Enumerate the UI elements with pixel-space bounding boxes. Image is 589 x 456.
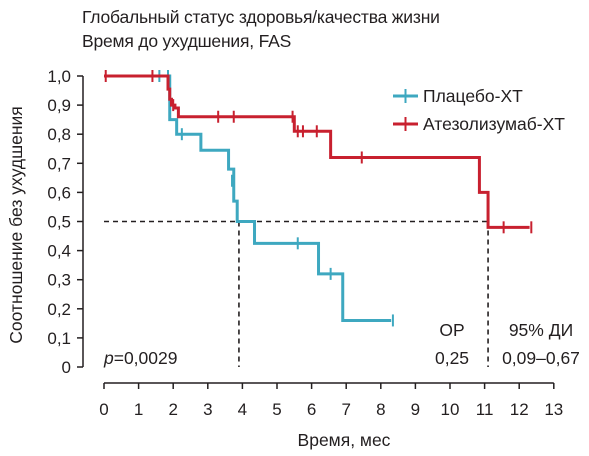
- x-tick-label: 2: [168, 400, 177, 419]
- x-tick-label: 5: [272, 400, 281, 419]
- y-tick-label: 0,2: [47, 300, 71, 319]
- p-prefix: p: [103, 348, 114, 368]
- legend-item-atezolizumab: Атезолизумаб-ХТ: [393, 114, 565, 134]
- y-tick-label: 0,5: [47, 213, 71, 232]
- x-tick-label: 1: [134, 400, 143, 419]
- x-tick-label: 6: [307, 400, 316, 419]
- plot-area: [104, 70, 531, 326]
- y-tick-label: 0,8: [47, 125, 71, 144]
- y-tick-label: 0,7: [47, 154, 71, 173]
- ci-value: 0,09–0,67: [502, 348, 580, 368]
- x-tick-label: 8: [376, 400, 385, 419]
- y-tick-label: 1,0: [47, 67, 71, 86]
- y-tick-label: 0,6: [47, 183, 71, 202]
- x-tick-label: 13: [544, 400, 563, 419]
- p-value-text: p=0,0029: [103, 348, 177, 368]
- x-tick-label: 7: [341, 400, 350, 419]
- y-tick-label: 0,3: [47, 271, 71, 290]
- legend: Плацебо-ХТ Атезолизумаб-ХТ: [393, 86, 565, 134]
- legend-item-placebo: Плацебо-ХТ: [393, 86, 523, 106]
- legend-label-placebo: Плацебо-ХТ: [423, 86, 523, 106]
- x-tick-label: 4: [238, 400, 247, 419]
- hr-label: ОР: [439, 320, 464, 340]
- y-tick-label: 0: [62, 358, 71, 377]
- x-axis-label: Время, мес: [298, 430, 391, 450]
- x-tick-label: 0: [99, 400, 108, 419]
- x-tick-label: 12: [510, 400, 529, 419]
- y-axis-label: Соотношение без ухудшения: [6, 106, 26, 344]
- x-tick-label: 11: [476, 400, 494, 419]
- x-tick-label: 3: [203, 400, 212, 419]
- series-line-0: [104, 76, 391, 320]
- y-tick-label: 0,1: [47, 329, 71, 348]
- y-tick-label: 0,9: [47, 96, 71, 115]
- x-tick-label: 9: [411, 400, 420, 419]
- y-tick-label: 0,4: [47, 242, 71, 261]
- legend-label-atezolizumab: Атезолизумаб-ХТ: [423, 114, 565, 134]
- ci-label: 95% ДИ: [509, 320, 573, 340]
- x-tick-label: 10: [441, 400, 460, 419]
- hr-value: 0,25: [435, 348, 469, 368]
- p-value: =0,0029: [114, 348, 178, 368]
